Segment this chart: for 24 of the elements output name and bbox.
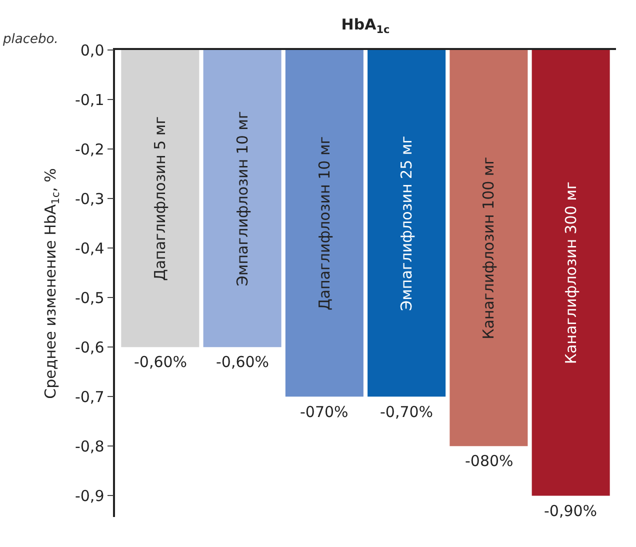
x-tick-label: Канаглифлозин 100 мг <box>480 156 498 340</box>
y-tick-label: -0,5 <box>74 288 104 307</box>
y-tick-label: -0,1 <box>74 90 104 109</box>
y-tick-label: -0,3 <box>74 190 104 208</box>
text: placebo. <box>2 32 58 47</box>
y-tick-label: 0,0 <box>80 41 104 60</box>
chart-title: HbA$_{1c}$ <box>341 16 390 36</box>
x-tick-label: Эмпаглифлозин 25 мг <box>398 136 416 311</box>
y-tick-label: -0,9 <box>74 486 104 505</box>
y-tick-label: -0,7 <box>74 388 104 406</box>
data-label: -080% <box>465 452 514 470</box>
y-tick-label: -0,4 <box>74 239 104 258</box>
data-label: -0,60% <box>134 353 188 371</box>
data-label: -0,90% <box>544 502 598 520</box>
y-tick-label: -0,2 <box>74 140 104 158</box>
x-tick-label: Канаглифлозин 300 мг <box>562 182 580 364</box>
y-tick-label: -0,8 <box>74 437 104 456</box>
x-tick-label: Эмпаглифлозин 10 мг <box>233 111 252 286</box>
data-label: -070% <box>300 403 348 421</box>
x-tick-label: Дапаглифлозин 10 мг <box>315 136 334 310</box>
x-tick-label: Дапаглифлозин 5 мг <box>151 116 170 281</box>
y-tick-label: -0,6 <box>74 338 104 356</box>
data-label: -0,60% <box>216 353 270 371</box>
data-label: -0,70% <box>380 403 434 421</box>
